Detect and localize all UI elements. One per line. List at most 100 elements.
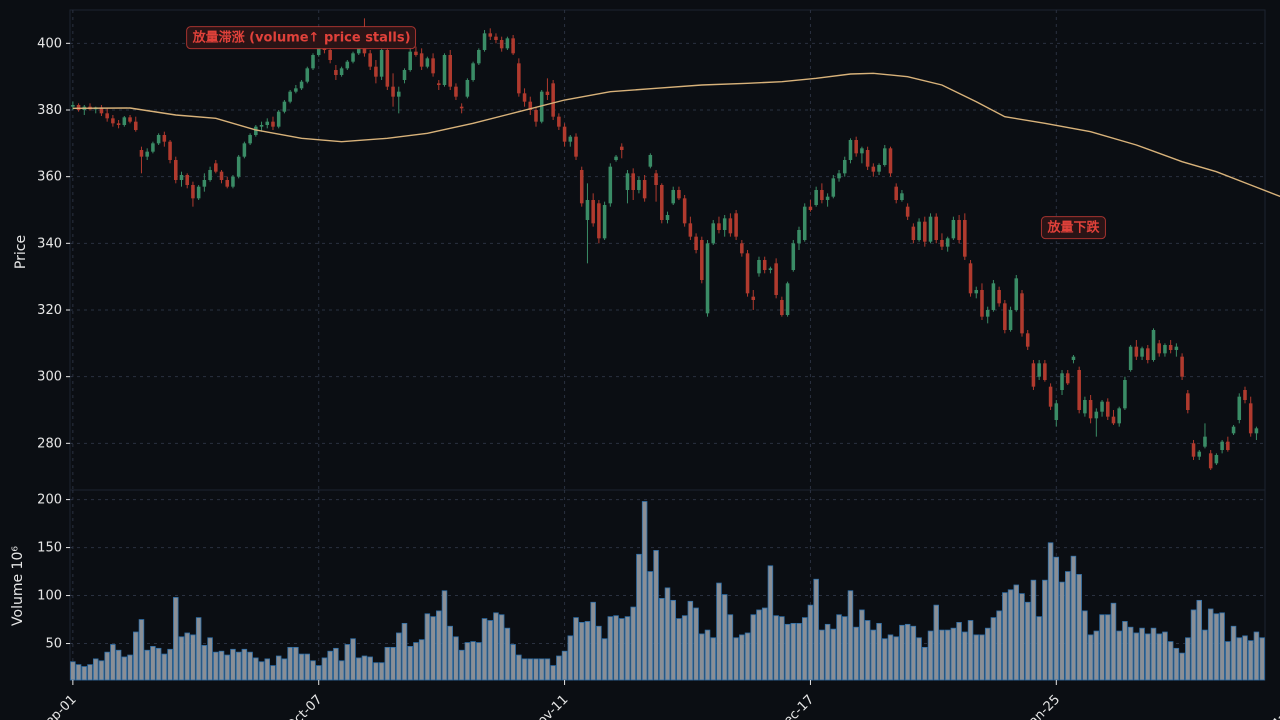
candle-body	[814, 190, 818, 205]
volume-bar	[373, 662, 379, 681]
candle-body	[1094, 411, 1099, 419]
volume-bar	[178, 636, 185, 681]
volume-bar	[659, 598, 665, 681]
volume-bar	[830, 628, 837, 681]
candle-body	[534, 110, 538, 122]
candle-body	[122, 117, 127, 125]
candle-body	[402, 70, 407, 80]
volume-bar	[1247, 640, 1254, 681]
candle-body	[711, 223, 716, 244]
candle-body	[642, 180, 647, 199]
volume-bar	[258, 661, 265, 681]
volume-bar	[796, 622, 802, 681]
volume-bar	[476, 642, 482, 681]
candle-body	[785, 283, 790, 315]
candle-body	[1140, 348, 1144, 357]
volume-bar	[561, 650, 568, 681]
volume-bar	[418, 639, 425, 681]
candle-body	[562, 126, 567, 142]
volume-bar	[710, 637, 716, 681]
volume-bar	[773, 615, 779, 681]
volume-bar	[550, 665, 556, 681]
candle-body	[1117, 408, 1121, 424]
volume-bar	[133, 631, 139, 681]
candle-body	[1226, 441, 1230, 450]
candle-body	[379, 50, 384, 77]
volume-bar	[104, 651, 110, 681]
price-panel: 280 300 320 340 360 380 400 放量滞涨 (volume↑ price…	[37, 9, 1280, 491]
candle-body	[911, 226, 916, 240]
candle-body	[757, 260, 761, 274]
candle-body	[1088, 400, 1093, 419]
volume-bar	[944, 629, 951, 681]
volume-bar	[904, 623, 911, 681]
candle-body	[488, 33, 493, 37]
candle-body	[751, 296, 756, 300]
volume-bar	[670, 599, 676, 681]
volume-axis-label: Volume 10⁶	[10, 546, 26, 626]
candle-body	[1157, 343, 1161, 354]
volume-bar	[70, 661, 76, 681]
candle-body	[334, 70, 338, 75]
candle-body	[848, 140, 853, 160]
candle-body	[454, 86, 458, 97]
candle-body	[236, 156, 241, 177]
volume-bar	[727, 614, 734, 681]
volume-bar	[1053, 556, 1060, 681]
candle-body	[865, 150, 870, 167]
candle-body	[505, 38, 510, 49]
annotation-box	[1040, 216, 1106, 240]
volume-bar	[607, 616, 614, 681]
candle-body	[1214, 455, 1219, 464]
candle-body	[705, 243, 710, 314]
candle-body	[774, 263, 778, 295]
volume-bar	[161, 653, 168, 681]
candle-body	[957, 220, 961, 240]
volume-bar	[916, 637, 922, 681]
candle-body	[968, 263, 973, 294]
candle-body	[1243, 390, 1247, 400]
volume-bar	[750, 614, 757, 681]
volume-bar	[1236, 637, 1243, 681]
candle-body	[362, 48, 367, 54]
candle-body	[940, 240, 944, 247]
volume-bar	[767, 565, 774, 681]
candle-body	[299, 81, 304, 89]
candle-body	[339, 68, 344, 75]
volume-bar	[721, 594, 728, 681]
candle-body	[522, 93, 527, 102]
volume-bar	[790, 622, 797, 681]
candle-body	[254, 126, 258, 135]
annotation-text: 放量滞涨 (volume↑ price stalls)	[192, 30, 411, 46]
volume-bar	[355, 657, 362, 681]
candle-body	[545, 91, 550, 95]
candle-body	[494, 36, 498, 40]
candle-body	[1025, 333, 1030, 347]
annotation-1: 放量滞涨 (volume↑ price stalls)	[186, 26, 417, 50]
volume-bar	[927, 630, 934, 681]
candle-body	[76, 105, 81, 110]
candle-body	[574, 136, 578, 157]
annotation-box	[186, 26, 417, 50]
candle-body	[1014, 278, 1019, 310]
volume-bar	[681, 615, 688, 681]
candle-body	[802, 206, 807, 240]
candle-body	[860, 148, 864, 154]
volume-bar	[876, 622, 882, 681]
candle-body	[854, 140, 858, 154]
volume-bar	[190, 634, 196, 681]
candle-body	[985, 310, 990, 317]
candle-body	[133, 121, 138, 130]
candle-body	[619, 146, 624, 150]
candle-body	[1123, 380, 1127, 409]
candle-body	[877, 165, 881, 172]
candle-body	[471, 63, 475, 80]
price-axis-label: Price	[13, 235, 29, 269]
candle-body	[396, 91, 401, 97]
candle-body	[1043, 363, 1047, 380]
candle-body	[734, 213, 738, 237]
candle-body	[717, 223, 721, 230]
candle-body	[179, 175, 184, 180]
candle-body	[797, 230, 801, 244]
volume-bar	[224, 654, 230, 681]
